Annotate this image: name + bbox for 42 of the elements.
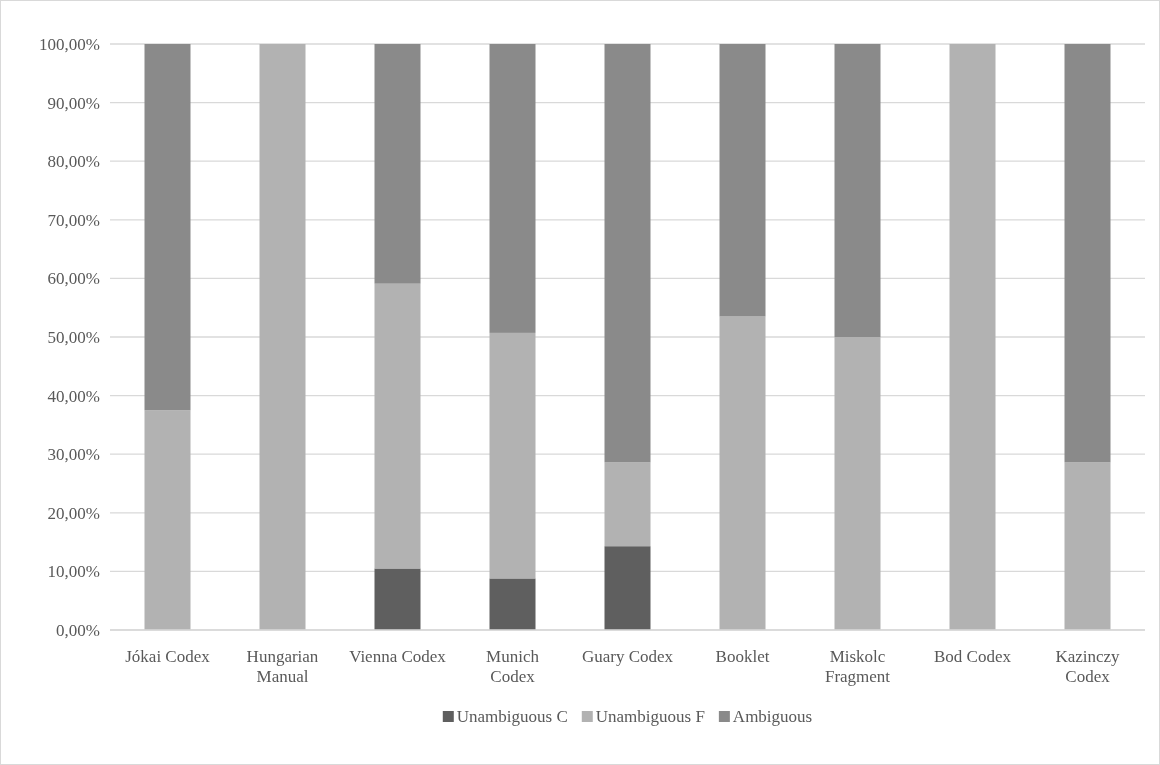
bar <box>489 332 536 579</box>
x-tick-label: Guary Codex <box>581 647 674 666</box>
bar <box>834 44 881 337</box>
bar <box>604 44 651 463</box>
bar <box>604 462 651 547</box>
bar <box>259 44 306 630</box>
bar <box>719 44 766 317</box>
legend-label: Unambiguous C <box>456 707 568 726</box>
x-tick-label: Hungarian Manual <box>246 647 319 687</box>
y-tick-label: 60,00% <box>47 269 100 289</box>
bar <box>489 44 536 333</box>
y-tick-label: 30,00% <box>47 445 100 465</box>
x-tick-label: Booklet <box>715 647 770 666</box>
bar <box>1064 462 1111 630</box>
x-tick-label: Jókai Codex <box>125 647 211 666</box>
bar <box>144 410 191 630</box>
x-tick-label: Vienna Codex <box>349 647 447 666</box>
bar <box>144 44 191 411</box>
y-tick-label: 0,00% <box>56 620 100 640</box>
y-tick-label: 90,00% <box>47 93 100 113</box>
bar <box>834 337 881 630</box>
y-tick-label: 100,00% <box>39 34 100 54</box>
y-tick-label: 80,00% <box>47 152 100 172</box>
bar <box>719 316 766 630</box>
y-tick-label: 40,00% <box>47 386 100 406</box>
y-tick-label: 10,00% <box>47 562 100 582</box>
bar <box>604 546 651 630</box>
bar <box>374 568 421 630</box>
bar <box>949 44 996 630</box>
x-tick-label: Miskolc Fragment <box>824 647 891 687</box>
bar <box>374 283 421 569</box>
bar <box>374 44 421 284</box>
bar <box>489 578 536 630</box>
x-tick-label: Kazinczy Codex <box>1055 647 1121 687</box>
legend-label: Unambiguous F <box>595 707 705 726</box>
x-tick-label: Munich Codex <box>486 647 540 687</box>
bar <box>1064 44 1111 463</box>
x-tick-label: Bod Codex <box>934 647 1012 666</box>
legend-label: Ambiguous <box>732 707 813 726</box>
y-tick-label: 20,00% <box>47 503 100 523</box>
y-tick-label: 70,00% <box>47 210 100 230</box>
y-tick-label: 50,00% <box>47 327 100 347</box>
